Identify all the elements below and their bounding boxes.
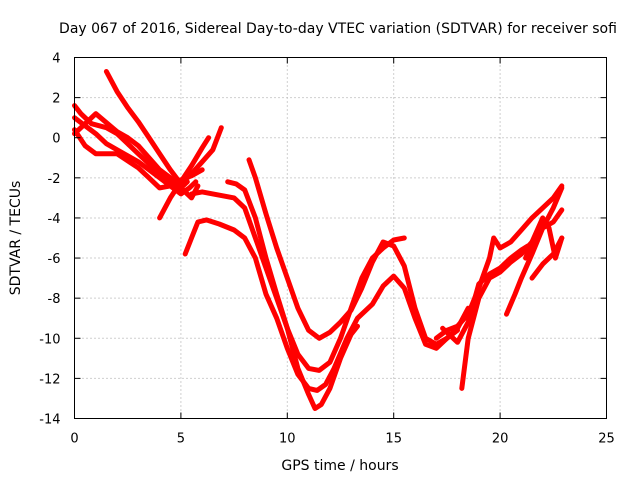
series-line-arc-16 [529, 235, 565, 281]
series-line-arc-8 [189, 189, 407, 373]
y-tick-label: -12 [39, 372, 60, 387]
series-line-arc-11 [433, 183, 565, 341]
x-tick-label: 15 [385, 432, 402, 447]
series-line-arc-2 [72, 115, 199, 197]
y-tick-label: 0 [52, 132, 60, 147]
x-tick-label: 10 [279, 432, 296, 447]
series-line-arc-7 [182, 217, 460, 393]
y-tick-label: -10 [39, 332, 60, 347]
y-tick-label: -6 [48, 252, 61, 267]
y-tick-label: 2 [52, 92, 60, 107]
y-tick-label: -8 [48, 292, 61, 307]
series-line-arc-10 [246, 157, 471, 347]
x-tick-label: 20 [492, 432, 509, 447]
ticks [74, 57, 607, 419]
series-line-arc-13 [440, 243, 531, 345]
y-tick-label: -14 [39, 413, 60, 428]
series-group [72, 69, 565, 411]
y-axis-label: SDTVAR / TECUs [8, 181, 24, 296]
y-tick-label: -4 [48, 212, 61, 227]
series-line-arc-5 [103, 69, 224, 187]
tick-labels: 0 5 10 15 20 25 -14 -12 -10 -8 -6 -4 -2 0 2 4 [39, 52, 615, 447]
y-tick-label: 4 [52, 52, 60, 67]
series-line-arc-9 [225, 179, 360, 411]
x-tick-label: 25 [598, 432, 615, 447]
chart-title: Day 067 of 2016, Sidereal Day-to-day VTE… [59, 21, 617, 37]
series-line-arc-4 [72, 111, 201, 201]
x-tick-label: 5 [177, 432, 185, 447]
series-line-arc-6 [157, 135, 212, 221]
series-line-arc-14 [504, 207, 565, 317]
series-line-arc-15 [523, 215, 565, 261]
y-tick-label: -2 [48, 172, 61, 187]
x-tick-label: 0 [70, 432, 78, 447]
x-axis-label: GPS time / hours [281, 458, 398, 474]
plot-frame [74, 57, 607, 419]
